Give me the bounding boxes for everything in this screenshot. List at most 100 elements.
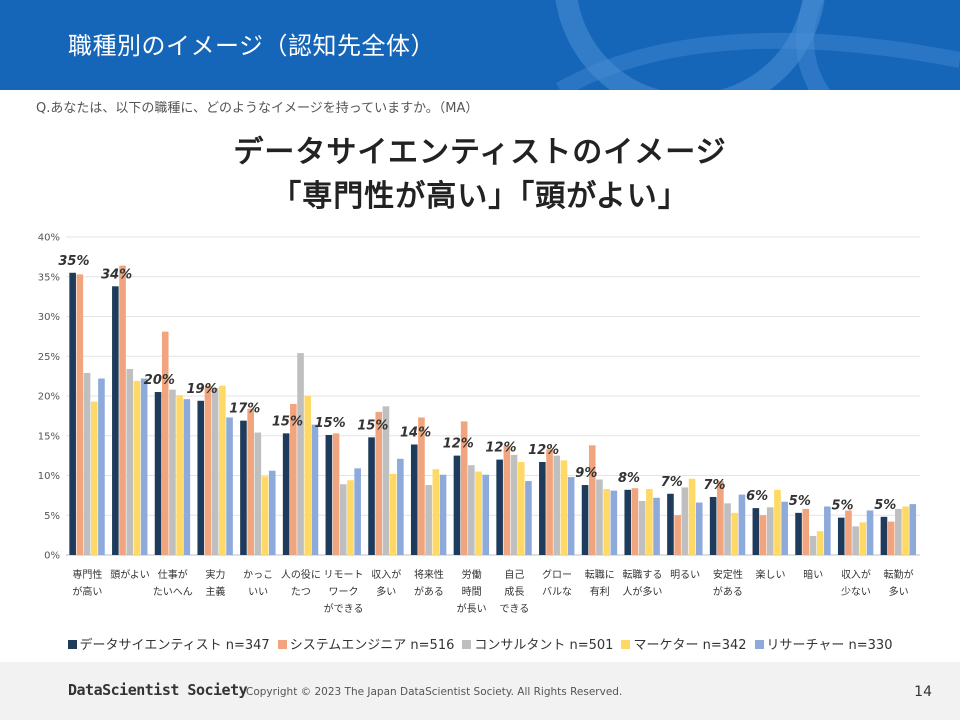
data-label: 12% (485, 441, 516, 456)
data-label: 12% (528, 443, 559, 458)
bar (638, 500, 646, 555)
x-tick-label: 主義 (205, 585, 225, 598)
x-tick-label: 多い (376, 585, 396, 598)
bar (375, 411, 383, 555)
x-tick-label: がある (713, 585, 743, 598)
x-tick-label: 自己 (504, 568, 524, 581)
bar (133, 380, 141, 555)
bar (183, 399, 191, 555)
x-tick-label: かっこ (243, 569, 273, 581)
bar (588, 445, 596, 555)
survey-question: Q.あなたは、以下の職種に、どのようなイメージを持っていますか。（MA） (36, 101, 479, 116)
x-tick-label: 成長 (504, 586, 524, 598)
bar (311, 424, 319, 555)
x-tick-label: 明るい (670, 569, 700, 581)
bar (169, 389, 176, 555)
legend-label: コンサルタント n=501 (474, 638, 614, 653)
data-label: 7% (703, 478, 725, 493)
bar (119, 265, 126, 555)
bar (261, 476, 269, 555)
bar (895, 508, 902, 555)
bar (432, 469, 440, 555)
x-tick-label: ができる (324, 602, 364, 615)
bar (197, 400, 205, 555)
bar (496, 459, 503, 555)
x-tick-label: が高い (72, 585, 102, 598)
bar (646, 489, 653, 555)
bar (674, 515, 681, 555)
bar (468, 465, 475, 555)
bar (282, 433, 290, 555)
bar (126, 368, 134, 555)
x-tick-label: 安定性 (713, 568, 743, 581)
y-tick-label: 25% (38, 352, 60, 363)
bar (624, 489, 632, 555)
bar (161, 331, 169, 555)
data-label: 15% (272, 414, 303, 429)
y-tick-label: 40% (38, 233, 60, 244)
bar (845, 510, 852, 555)
bar-chart: 0% 5% 10% 15% 20% 25% 30% 35% 40% 35% 専門性が高い 34% 頭がよ… (38, 233, 920, 615)
bar (802, 508, 810, 555)
x-tick-label: 実力 (205, 568, 225, 581)
legend-swatch (621, 640, 631, 649)
header-bar: 職種別のイメージ（認知先全体） (0, 0, 960, 90)
bar (859, 522, 867, 555)
bar (453, 455, 461, 555)
bar (731, 512, 739, 555)
x-tick-label: 専門性 (72, 568, 102, 581)
bar (347, 480, 354, 555)
decorative-globe-graphic (555, 0, 960, 90)
legend-label: リサーチャー n=330 (766, 638, 893, 653)
bar (709, 496, 717, 555)
x-tick-label: できる (499, 603, 529, 615)
x-tick-label: 時間 (462, 586, 482, 598)
bar (510, 454, 518, 555)
x-tick-label: 転職に (585, 569, 615, 581)
legend-label: データサイエンティスト n=347 (79, 638, 270, 653)
bar (695, 502, 703, 555)
legend-item: リサーチャー n=330 (754, 634, 893, 653)
x-tick-label: 暗い (803, 568, 823, 581)
bar (759, 515, 767, 555)
bar (83, 372, 91, 555)
legend-swatch (462, 640, 472, 649)
bar (681, 487, 689, 555)
bar (781, 501, 788, 555)
data-label: 5% (789, 494, 811, 509)
bar (439, 474, 447, 555)
bar (219, 385, 226, 555)
x-tick-label: 楽しい (756, 568, 786, 581)
bar (211, 388, 219, 555)
bar (816, 531, 824, 555)
bar (410, 444, 418, 555)
bar (332, 433, 340, 555)
bar (382, 406, 390, 555)
data-label: 12% (443, 437, 474, 452)
page-number: 14 (914, 684, 932, 700)
x-tick-label: いい (248, 587, 268, 598)
bar (653, 497, 660, 555)
bar (297, 353, 304, 555)
bar (268, 470, 276, 555)
bar (553, 455, 561, 555)
x-tick-label: たいへん (153, 586, 193, 598)
bar (140, 378, 148, 555)
bar (603, 489, 610, 555)
data-label: 19% (186, 382, 217, 397)
bar (717, 481, 724, 555)
bar (752, 508, 760, 555)
bar (226, 417, 233, 555)
x-tick-label: バルな (542, 586, 572, 598)
x-tick-label: 収入が (841, 568, 871, 581)
bar (738, 494, 746, 555)
bar (766, 507, 774, 555)
bar (866, 510, 874, 555)
legend-swatch (67, 640, 77, 649)
x-tick-label: 有利 (590, 585, 610, 598)
data-label: 14% (400, 425, 431, 440)
bar (290, 403, 297, 555)
legend-item: データサイエンティスト n=347 (67, 634, 270, 653)
data-label: 15% (357, 418, 388, 433)
bar (880, 516, 888, 555)
